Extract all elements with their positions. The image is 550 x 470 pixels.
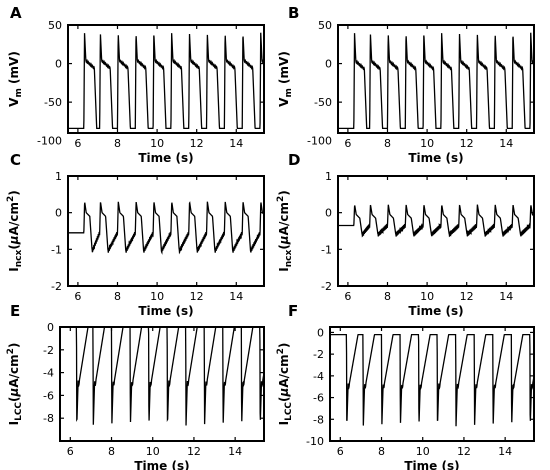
x-tick-label: 14 bbox=[498, 445, 512, 458]
axes-frame bbox=[59, 326, 265, 442]
x-tick-label: 8 bbox=[378, 445, 385, 458]
panel-letter: E bbox=[10, 302, 20, 320]
panel-e: E 6 8 10 12 14 -8 -6 -4 -2 0 Time (s) ILCC(μA/cm2) bbox=[6, 302, 265, 470]
y-tick-label: -8 bbox=[43, 412, 54, 425]
series-line bbox=[68, 32, 265, 130]
x-axis-title: Time (s) bbox=[138, 151, 193, 165]
y-axis-title: Vm (mV) bbox=[7, 51, 24, 107]
y-axis-title: Incx(μA/cm2) bbox=[6, 190, 24, 271]
axes-frame bbox=[337, 175, 535, 287]
x-tick-label: 8 bbox=[384, 137, 391, 150]
x-tick-label: 10 bbox=[150, 137, 164, 150]
x-tick-label: 10 bbox=[420, 137, 434, 150]
series-line bbox=[68, 201, 265, 255]
series-line bbox=[60, 326, 265, 426]
y-tick-label: -2 bbox=[43, 344, 54, 357]
x-axis-title: Time (s) bbox=[134, 459, 189, 470]
x-tick-label: 14 bbox=[499, 290, 513, 303]
x-tick-label: 14 bbox=[229, 290, 243, 303]
x-tick-label: 12 bbox=[190, 290, 204, 303]
y-tick-label: 0 bbox=[47, 321, 54, 334]
y-tick-label: 0 bbox=[325, 58, 332, 71]
panel-letter: F bbox=[288, 302, 298, 320]
y-tick-label: -4 bbox=[313, 370, 324, 383]
y-tick-label: -1 bbox=[51, 243, 62, 256]
y-tick-label: -2 bbox=[321, 280, 332, 293]
x-tick-label: 6 bbox=[344, 137, 351, 150]
series-line bbox=[330, 333, 535, 427]
y-tick-label: -100 bbox=[37, 135, 62, 148]
series-line bbox=[338, 204, 535, 238]
x-tick-label: 14 bbox=[228, 445, 242, 458]
x-tick-label: 8 bbox=[108, 445, 115, 458]
y-tick-label: 0 bbox=[55, 207, 62, 220]
y-tick-label: -50 bbox=[44, 96, 62, 109]
panel-b: B 6 8 10 12 14 -100 -50 0 50 Time (s) Vm (mV) bbox=[277, 4, 535, 165]
x-tick-label: 10 bbox=[420, 290, 434, 303]
panel-letter: D bbox=[288, 151, 300, 169]
y-tick-label: -4 bbox=[43, 367, 54, 380]
y-tick-label: 0 bbox=[55, 58, 62, 71]
x-tick-label: 12 bbox=[460, 137, 474, 150]
y-axis-title: ILCC(μA/cm2) bbox=[276, 343, 294, 426]
x-tick-label: 8 bbox=[384, 290, 391, 303]
panel-letter: A bbox=[10, 4, 22, 22]
panel-letter: C bbox=[10, 151, 21, 169]
panel-c: C 6 8 10 12 14 -2 -1 0 1 Time (s) Incx(μA/cm2) bbox=[6, 151, 265, 318]
x-tick-label: 14 bbox=[499, 137, 513, 150]
y-tick-label: -6 bbox=[43, 389, 54, 402]
axes-frame bbox=[329, 326, 535, 442]
y-tick-label: 1 bbox=[325, 170, 332, 183]
panel-f: F 6 8 10 12 14 -10 -8 -6 -4 -2 0 Time (s) ILCC(μA/cm2… bbox=[276, 302, 535, 470]
x-axis-title: Time (s) bbox=[408, 304, 463, 318]
axes-frame bbox=[337, 24, 535, 134]
x-tick-label: 10 bbox=[146, 445, 160, 458]
y-tick-label: 0 bbox=[325, 207, 332, 220]
y-tick-label: -8 bbox=[313, 413, 324, 426]
x-tick-label: 10 bbox=[150, 290, 164, 303]
x-tick-label: 12 bbox=[457, 445, 471, 458]
y-tick-label: 50 bbox=[318, 19, 332, 32]
x-tick-label: 10 bbox=[416, 445, 430, 458]
x-tick-label: 6 bbox=[67, 445, 74, 458]
x-axis-title: Time (s) bbox=[138, 304, 193, 318]
y-tick-label: -2 bbox=[51, 280, 62, 293]
x-axis-title: Time (s) bbox=[408, 151, 463, 165]
series-line bbox=[338, 32, 535, 130]
y-tick-label: 50 bbox=[48, 19, 62, 32]
y-axis-title: ILCC(μA/cm2) bbox=[6, 343, 24, 426]
y-tick-label: -100 bbox=[307, 135, 332, 148]
x-axis-title: Time (s) bbox=[404, 459, 459, 470]
y-tick-label: -50 bbox=[314, 96, 332, 109]
panel-letter: B bbox=[288, 4, 299, 22]
y-tick-label: -6 bbox=[313, 392, 324, 405]
y-tick-label: -2 bbox=[313, 348, 324, 361]
x-tick-label: 8 bbox=[114, 290, 121, 303]
y-tick-label: -1 bbox=[321, 243, 332, 256]
x-tick-label: 12 bbox=[190, 137, 204, 150]
y-tick-label: -10 bbox=[306, 435, 324, 448]
x-tick-label: 6 bbox=[337, 445, 344, 458]
x-tick-label: 6 bbox=[74, 137, 81, 150]
x-tick-label: 6 bbox=[74, 290, 81, 303]
panel-a: A 6 8 10 12 14 -100 -50 0 50 Time (s) Vm (mV) bbox=[7, 4, 265, 165]
x-tick-label: 6 bbox=[344, 290, 351, 303]
y-tick-label: 1 bbox=[55, 170, 62, 183]
y-axis-title: Vm (mV) bbox=[277, 51, 294, 107]
x-tick-label: 8 bbox=[114, 137, 121, 150]
x-tick-label: 12 bbox=[187, 445, 201, 458]
x-tick-label: 12 bbox=[460, 290, 474, 303]
axes-frame bbox=[67, 24, 265, 134]
axes-frame bbox=[67, 175, 265, 287]
panel-d: D 6 8 10 12 14 -2 -1 0 1 Time (s) Incx(μA/cm2) bbox=[276, 151, 535, 318]
y-axis-title: Incx(μA/cm2) bbox=[276, 190, 294, 271]
y-tick-label: 0 bbox=[317, 326, 324, 339]
x-tick-label: 14 bbox=[229, 137, 243, 150]
